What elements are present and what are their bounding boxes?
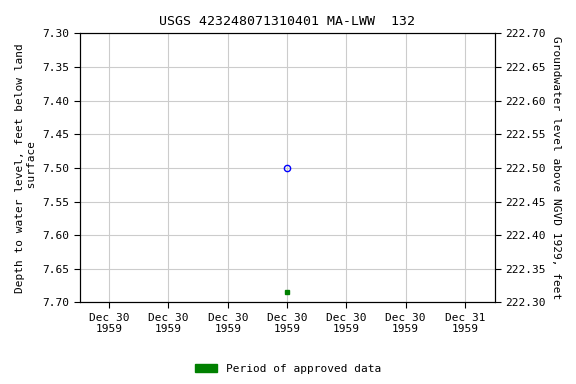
Y-axis label: Groundwater level above NGVD 1929, feet: Groundwater level above NGVD 1929, feet [551, 36, 561, 300]
Legend: Period of approved data: Period of approved data [191, 359, 385, 379]
Y-axis label: Depth to water level, feet below land
 surface: Depth to water level, feet below land su… [15, 43, 37, 293]
Title: USGS 423248071310401 MA-LWW  132: USGS 423248071310401 MA-LWW 132 [159, 15, 415, 28]
